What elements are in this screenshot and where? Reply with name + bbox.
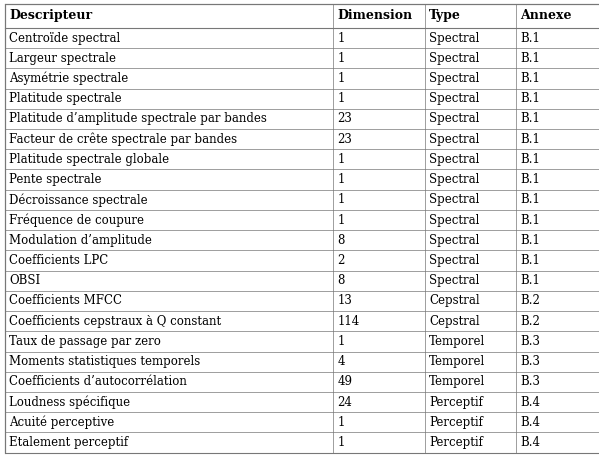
Text: B.4: B.4 xyxy=(521,396,540,409)
Text: 1: 1 xyxy=(337,52,344,65)
Text: Dimension: Dimension xyxy=(337,9,412,22)
Text: B.4: B.4 xyxy=(521,436,540,449)
Text: Spectral: Spectral xyxy=(429,32,479,45)
Text: Décroissance spectrale: Décroissance spectrale xyxy=(9,193,147,206)
Text: Annexe: Annexe xyxy=(521,9,572,22)
Text: Spectral: Spectral xyxy=(429,234,479,247)
Text: 1: 1 xyxy=(337,193,344,206)
Text: 2: 2 xyxy=(337,254,344,267)
Text: 24: 24 xyxy=(337,396,352,409)
Text: Spectral: Spectral xyxy=(429,52,479,65)
Text: B.1: B.1 xyxy=(521,274,540,287)
Text: Spectral: Spectral xyxy=(429,193,479,206)
Text: Coefficients cepstraux à Q constant: Coefficients cepstraux à Q constant xyxy=(9,315,221,328)
Text: Perceptif: Perceptif xyxy=(429,436,483,449)
Text: 8: 8 xyxy=(337,274,344,287)
Text: Asymétrie spectrale: Asymétrie spectrale xyxy=(9,72,128,85)
Text: Cepstral: Cepstral xyxy=(429,294,480,307)
Text: Spectral: Spectral xyxy=(429,254,479,267)
Text: 13: 13 xyxy=(337,294,352,307)
Text: Platitude spectrale: Platitude spectrale xyxy=(9,92,122,105)
Text: Perceptif: Perceptif xyxy=(429,416,483,429)
Text: Spectral: Spectral xyxy=(429,213,479,226)
Text: Descripteur: Descripteur xyxy=(9,9,92,22)
Text: Acuité perceptive: Acuité perceptive xyxy=(9,416,114,429)
Text: Perceptif: Perceptif xyxy=(429,396,483,409)
Text: Taux de passage par zero: Taux de passage par zero xyxy=(9,335,161,348)
Text: 1: 1 xyxy=(337,153,344,166)
Text: B.2: B.2 xyxy=(521,315,540,328)
Text: B.1: B.1 xyxy=(521,92,540,105)
Text: B.2: B.2 xyxy=(521,294,540,307)
Text: 1: 1 xyxy=(337,32,344,45)
Text: Loudness spécifique: Loudness spécifique xyxy=(9,395,130,409)
Text: 1: 1 xyxy=(337,335,344,348)
Text: B.3: B.3 xyxy=(521,355,540,368)
Text: 114: 114 xyxy=(337,315,359,328)
Text: 1: 1 xyxy=(337,436,344,449)
Text: Spectral: Spectral xyxy=(429,274,479,287)
Text: B.1: B.1 xyxy=(521,153,540,166)
Text: OBSI: OBSI xyxy=(9,274,40,287)
Text: Fréquence de coupure: Fréquence de coupure xyxy=(9,213,144,227)
Text: B.1: B.1 xyxy=(521,72,540,85)
Text: Type: Type xyxy=(429,9,461,22)
Text: Moments statistiques temporels: Moments statistiques temporels xyxy=(9,355,200,368)
Text: 1: 1 xyxy=(337,173,344,186)
Text: B.3: B.3 xyxy=(521,375,540,388)
Text: 23: 23 xyxy=(337,133,352,146)
Text: Modulation d’amplitude: Modulation d’amplitude xyxy=(9,234,152,247)
Text: Spectral: Spectral xyxy=(429,173,479,186)
Text: 1: 1 xyxy=(337,416,344,429)
Text: 8: 8 xyxy=(337,234,344,247)
Text: Facteur de crête spectrale par bandes: Facteur de crête spectrale par bandes xyxy=(9,133,237,146)
Text: B.1: B.1 xyxy=(521,113,540,126)
Text: 1: 1 xyxy=(337,92,344,105)
Text: Etalement perceptif: Etalement perceptif xyxy=(9,436,128,449)
Text: Platitude d’amplitude spectrale par bandes: Platitude d’amplitude spectrale par band… xyxy=(9,113,267,126)
Text: Coefficients LPC: Coefficients LPC xyxy=(9,254,108,267)
Text: B.1: B.1 xyxy=(521,213,540,226)
Text: Spectral: Spectral xyxy=(429,133,479,146)
Text: Spectral: Spectral xyxy=(429,72,479,85)
Text: Coefficients MFCC: Coefficients MFCC xyxy=(9,294,122,307)
Text: 23: 23 xyxy=(337,113,352,126)
Text: B.1: B.1 xyxy=(521,173,540,186)
Text: B.1: B.1 xyxy=(521,32,540,45)
Text: Spectral: Spectral xyxy=(429,92,479,105)
Text: B.1: B.1 xyxy=(521,52,540,65)
Text: Spectral: Spectral xyxy=(429,113,479,126)
Text: Pente spectrale: Pente spectrale xyxy=(9,173,101,186)
Text: Centroïde spectral: Centroïde spectral xyxy=(9,32,120,45)
Text: B.1: B.1 xyxy=(521,254,540,267)
Text: 4: 4 xyxy=(337,355,345,368)
Text: Temporel: Temporel xyxy=(429,375,485,388)
Text: Coefficients d’autocorrélation: Coefficients d’autocorrélation xyxy=(9,375,187,388)
Text: Platitude spectrale globale: Platitude spectrale globale xyxy=(9,153,169,166)
Text: B.1: B.1 xyxy=(521,193,540,206)
Text: B.4: B.4 xyxy=(521,416,540,429)
Text: B.1: B.1 xyxy=(521,234,540,247)
Text: B.3: B.3 xyxy=(521,335,540,348)
Text: 1: 1 xyxy=(337,72,344,85)
Text: 49: 49 xyxy=(337,375,352,388)
Text: 1: 1 xyxy=(337,213,344,226)
Text: Cepstral: Cepstral xyxy=(429,315,480,328)
Text: B.1: B.1 xyxy=(521,133,540,146)
Text: Temporel: Temporel xyxy=(429,335,485,348)
Text: Temporel: Temporel xyxy=(429,355,485,368)
Text: Largeur spectrale: Largeur spectrale xyxy=(9,52,116,65)
Text: Spectral: Spectral xyxy=(429,153,479,166)
